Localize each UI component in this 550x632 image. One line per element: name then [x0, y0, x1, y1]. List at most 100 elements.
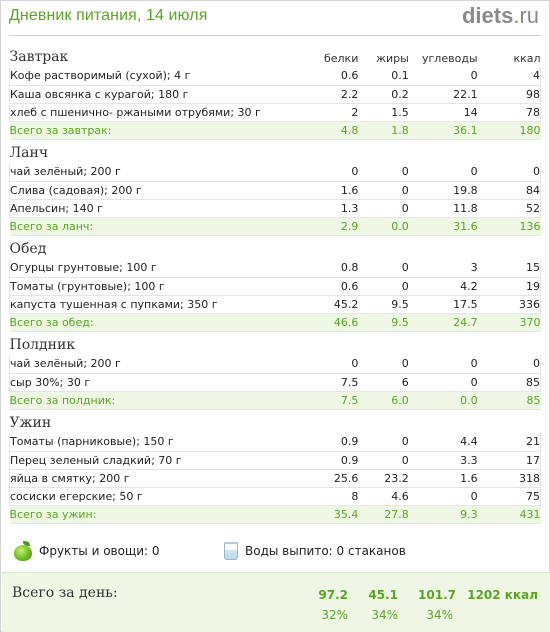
- fat-value: 0: [358, 259, 409, 278]
- meal-total-label: Всего за ужин:: [9, 505, 324, 524]
- kcal-value: 85: [477, 373, 541, 392]
- total-carbs: 31.6: [408, 217, 478, 236]
- total-kcal: 85: [477, 391, 541, 410]
- carbs-value: 22.1: [408, 85, 478, 104]
- protein-value: 0.9: [323, 451, 359, 470]
- total-kcal: 180: [477, 121, 541, 140]
- brand-name: diets: [461, 3, 514, 28]
- water-glass-icon: [223, 541, 239, 561]
- kcal-value: 75: [477, 487, 541, 506]
- water-counter: Воды выпито: 0 стаканов: [223, 541, 406, 561]
- meal-header-lunch: Ланч: [10, 139, 541, 163]
- protein-value: 0.9: [323, 433, 359, 452]
- fat-value: 6: [358, 373, 409, 392]
- table-row[interactable]: яйца в смятку; 200 г 25.6 23.2 1.6 318: [8, 469, 541, 488]
- total-fat: 9.5: [358, 313, 409, 332]
- table-row[interactable]: Перец зеленый сладкий; 70 г 0.9 0 3.3 17: [8, 451, 541, 470]
- table-row[interactable]: Апельсин; 140 г 1.3 0 11.8 52: [8, 199, 541, 218]
- header-divider: [9, 35, 541, 36]
- col-protein: белки: [323, 52, 359, 65]
- table-row[interactable]: сыр 30%; 30 г 7.5 6 0 85: [8, 373, 541, 392]
- apple-icon: [13, 541, 33, 561]
- food-name: Томаты (парниковые); 150 г: [8, 433, 324, 452]
- carbs-value: 17.5: [408, 295, 478, 314]
- meal-total-label: Всего за обед:: [9, 313, 324, 332]
- carbs-value: 4.2: [408, 277, 478, 296]
- table-row[interactable]: чай зелёный; 200 г 0 0 0 0: [8, 355, 541, 374]
- carbs-value: 3.3: [408, 451, 478, 470]
- fat-value: 0: [358, 277, 409, 296]
- protein-value: 0.8: [323, 259, 359, 278]
- food-name: Кофе растворимый (сухой); 4 г: [8, 67, 324, 86]
- table-row[interactable]: Томаты (парниковые); 150 г 0.9 0 4.4 21: [8, 433, 541, 452]
- meal-total-row: Всего за полдник: 7.5 6.0 0.0 85: [9, 391, 541, 410]
- meal-header-dinner: Обед: [10, 235, 541, 259]
- carbs-value: 1.6: [408, 469, 478, 488]
- fruits-label: Фрукты и овощи: 0: [39, 544, 160, 558]
- food-name: Слива (садовая); 200 г: [8, 181, 324, 200]
- day-total-label: Всего за день:: [12, 585, 118, 601]
- fat-value: 0: [358, 181, 409, 200]
- meal-total-row: Всего за обед: 46.6 9.5 24.7 370: [9, 313, 541, 332]
- fat-value: 4.6: [358, 487, 409, 506]
- day-protein-pct: 32%: [321, 608, 348, 622]
- protein-value: 45.2: [323, 295, 359, 314]
- header: Дневник питания, 14 июля diets.ru: [1, 1, 549, 35]
- page-title: Дневник питания, 14 июля: [9, 7, 208, 24]
- total-fat: 27.8: [358, 505, 409, 524]
- day-protein: 97.2: [318, 588, 348, 602]
- table-row[interactable]: сосиски егерские; 50 г 8 4.6 0 75: [8, 487, 541, 506]
- col-kcal: ккал: [513, 52, 541, 65]
- kcal-value: 84: [477, 181, 541, 200]
- food-name: чай зелёный; 200 г: [8, 355, 324, 374]
- table-row[interactable]: хлеб с пшенично- ржаными отрубями; 30 г …: [8, 103, 541, 122]
- carbs-value: 3: [408, 259, 478, 278]
- kcal-value: 318: [477, 469, 541, 488]
- total-protein: 46.6: [323, 313, 359, 332]
- food-name: Апельсин; 140 г: [8, 199, 324, 218]
- food-name: Перец зеленый сладкий; 70 г: [8, 451, 324, 470]
- brand-dot: .: [513, 3, 520, 28]
- food-name: сыр 30%; 30 г: [8, 373, 324, 392]
- meal-total-label: Всего за ланч:: [9, 217, 324, 236]
- day-fat: 45.1: [368, 588, 398, 602]
- food-name: хлеб с пшенично- ржаными отрубями; 30 г: [8, 103, 324, 122]
- meal-total-row: Всего за ланч: 2.9 0.0 31.6 136: [9, 217, 541, 236]
- kcal-value: 98: [477, 85, 541, 104]
- total-carbs: 24.7: [408, 313, 478, 332]
- protein-value: 0.6: [323, 277, 359, 296]
- meal-total-row: Всего за ужин: 35.4 27.8 9.3 431: [9, 505, 541, 524]
- total-carbs: 36.1: [408, 121, 478, 140]
- meals-table: Завтрак белки жиры углеводы ккал Кофе ра…: [8, 43, 541, 524]
- total-protein: 35.4: [323, 505, 359, 524]
- meal-title: Ланч: [9, 145, 49, 161]
- kcal-value: 21: [477, 433, 541, 452]
- food-name: яйца в смятку; 200 г: [8, 469, 324, 488]
- fat-value: 0: [358, 433, 409, 452]
- protein-value: 1.3: [323, 199, 359, 218]
- table-row[interactable]: Томаты (грунтовые); 100 г 0.6 0 4.2 19: [8, 277, 541, 296]
- table-row[interactable]: Слива (садовая); 200 г 1.6 0 19.8 84: [8, 181, 541, 200]
- meal-total-label: Всего за полдник:: [9, 391, 324, 410]
- day-carbs-pct: 34%: [426, 608, 453, 622]
- protein-value: 2: [323, 103, 359, 122]
- day-kcal: 1202 ккал: [467, 588, 538, 602]
- fruits-counter: Фрукты и овощи: 0: [13, 541, 160, 561]
- total-protein: 7.5: [323, 391, 359, 410]
- table-row[interactable]: чай зелёный; 200 г 0 0 0 0: [8, 163, 541, 182]
- table-row[interactable]: Каша овсянка с курагой; 180 г 2.2 0.2 22…: [8, 85, 541, 104]
- total-kcal: 370: [477, 313, 541, 332]
- meal-title: Полдник: [9, 337, 76, 353]
- table-row[interactable]: Кофе растворимый (сухой); 4 г 0.6 0.1 0 …: [8, 67, 541, 86]
- day-fat-pct: 34%: [371, 608, 398, 622]
- table-row[interactable]: Огурцы грунтовые; 100 г 0.8 0 3 15: [8, 259, 541, 278]
- protein-value: 7.5: [323, 373, 359, 392]
- meal-header-supper: Ужин: [10, 409, 541, 433]
- protein-value: 1.6: [323, 181, 359, 200]
- table-row[interactable]: капуста тушенная с пупками; 350 г 45.2 9…: [8, 295, 541, 314]
- fat-value: 9.5: [358, 295, 409, 314]
- protein-value: 0.6: [323, 67, 359, 86]
- brand-logo[interactable]: diets.ru: [462, 3, 539, 29]
- food-name: Томаты (грунтовые); 100 г: [8, 277, 324, 296]
- water-label: Воды выпито: 0 стаканов: [245, 544, 406, 558]
